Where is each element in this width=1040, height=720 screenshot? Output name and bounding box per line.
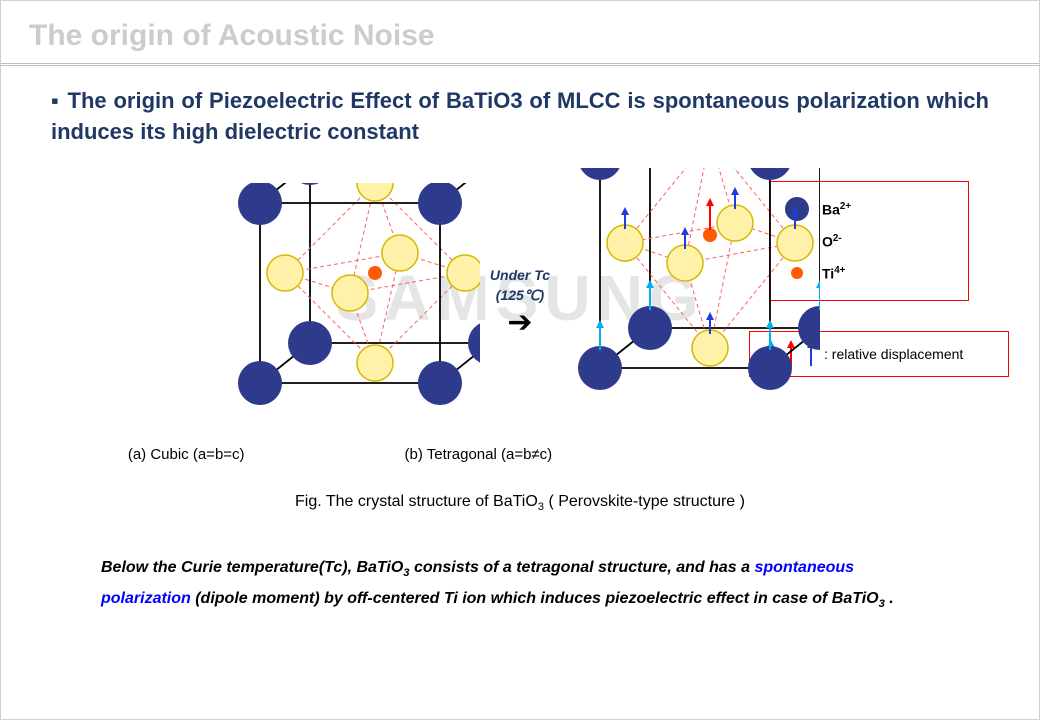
page-title: The origin of Acoustic Noise bbox=[29, 19, 1011, 53]
caption-pre: Fig. The crystal structure of BaTiO bbox=[295, 493, 538, 510]
title-bar: The origin of Acoustic Noise bbox=[1, 1, 1039, 66]
transition-arrow-icon: ➔ bbox=[490, 308, 550, 338]
bullet-icon: ▪ bbox=[51, 88, 60, 113]
tetragonal-structure-diagram bbox=[560, 168, 820, 438]
cubic-structure-diagram bbox=[220, 183, 480, 423]
tetragonal-label: (b) Tetragonal (a=b≠c) bbox=[405, 446, 553, 463]
transition-block: Under Tc (125℃) ➔ bbox=[490, 267, 550, 338]
transition-label-1: Under Tc bbox=[490, 267, 550, 283]
cubic-label: (a) Cubic (a=b=c) bbox=[128, 446, 245, 463]
structures-row: Under Tc (125℃) ➔ bbox=[1, 168, 1039, 438]
desc-1a: Below the Curie temperature(Tc), BaTiO bbox=[101, 559, 403, 576]
caption-post: ( Perovskite-type structure ) bbox=[544, 493, 745, 510]
desc-1b: consists of a tetragonal structure, and … bbox=[410, 559, 755, 576]
desc-2b: . bbox=[885, 590, 894, 607]
figure-area: Under Tc (125℃) ➔ (a) Cubic (a=b=c) (b) … bbox=[1, 168, 1039, 513]
statement-text: The origin of Piezoelectric Effect of Ba… bbox=[51, 88, 989, 144]
description-text: Below the Curie temperature(Tc), BaTiO3 … bbox=[101, 553, 939, 616]
figure-caption: Fig. The crystal structure of BaTiO3 ( P… bbox=[1, 493, 1039, 513]
structure-labels: (a) Cubic (a=b=c) (b) Tetragonal (a=b≠c) bbox=[1, 446, 1039, 463]
desc-2a: (dipole moment) by off-centered Ti ion w… bbox=[191, 590, 879, 607]
transition-label-2: (125℃) bbox=[490, 287, 550, 304]
main-statement: ▪The origin of Piezoelectric Effect of B… bbox=[1, 66, 1039, 158]
